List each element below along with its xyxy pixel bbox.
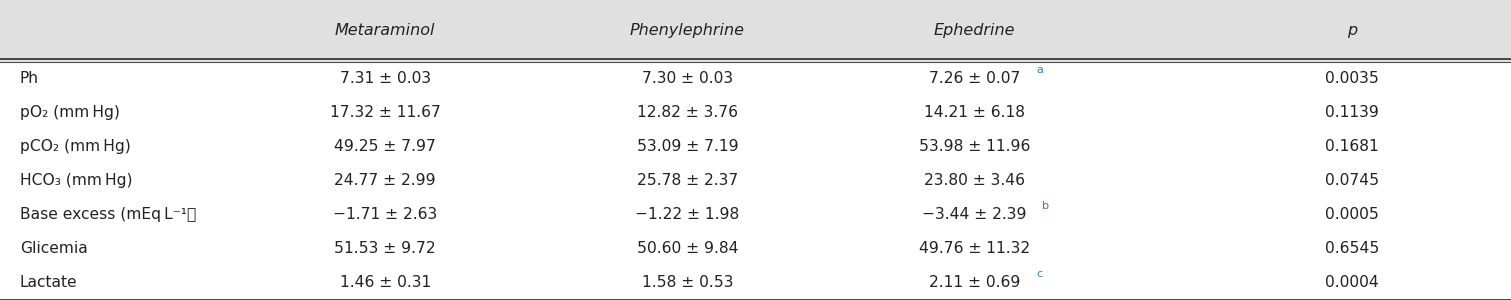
Text: 12.82 ± 3.76: 12.82 ± 3.76: [638, 105, 737, 120]
Text: 23.80 ± 3.46: 23.80 ± 3.46: [925, 173, 1024, 188]
Text: 1.58 ± 0.53: 1.58 ± 0.53: [642, 275, 733, 290]
Text: 0.0035: 0.0035: [1325, 71, 1380, 86]
Text: 2.11 ± 0.69: 2.11 ± 0.69: [929, 275, 1020, 290]
Text: −1.71 ± 2.63: −1.71 ± 2.63: [334, 207, 437, 222]
Text: 7.26 ± 0.07: 7.26 ± 0.07: [929, 71, 1020, 86]
Text: 53.09 ± 7.19: 53.09 ± 7.19: [636, 139, 739, 154]
Text: Glicemia: Glicemia: [20, 242, 88, 256]
Text: HCO₃ (mm Hg): HCO₃ (mm Hg): [20, 173, 131, 188]
Text: p: p: [1348, 23, 1357, 38]
Text: 17.32 ± 11.67: 17.32 ± 11.67: [329, 105, 441, 120]
Bar: [0, 0, 1511, 61]
Text: 0.1139: 0.1139: [1325, 105, 1380, 120]
Text: Metaraminol: Metaraminol: [335, 23, 435, 38]
Text: pO₂ (mm Hg): pO₂ (mm Hg): [20, 105, 119, 120]
Text: Base excess (mEq L⁻¹⧸: Base excess (mEq L⁻¹⧸: [20, 207, 196, 222]
Text: b: b: [1041, 201, 1049, 211]
Text: −1.22 ± 1.98: −1.22 ± 1.98: [636, 207, 739, 222]
Text: 53.98 ± 11.96: 53.98 ± 11.96: [919, 139, 1031, 154]
Text: 49.76 ± 11.32: 49.76 ± 11.32: [919, 242, 1031, 256]
Text: 0.0005: 0.0005: [1325, 207, 1380, 222]
Text: c: c: [1037, 269, 1043, 279]
Text: 50.60 ± 9.84: 50.60 ± 9.84: [636, 242, 739, 256]
Text: 25.78 ± 2.37: 25.78 ± 2.37: [636, 173, 739, 188]
Text: 49.25 ± 7.97: 49.25 ± 7.97: [334, 139, 437, 154]
Text: Ph: Ph: [20, 71, 39, 86]
Text: pCO₂ (mm Hg): pCO₂ (mm Hg): [20, 139, 130, 154]
Text: 24.77 ± 2.99: 24.77 ± 2.99: [334, 173, 437, 188]
Text: 7.30 ± 0.03: 7.30 ± 0.03: [642, 71, 733, 86]
Text: Ephedrine: Ephedrine: [934, 23, 1015, 38]
Text: Phenylephrine: Phenylephrine: [630, 23, 745, 38]
Text: 51.53 ± 9.72: 51.53 ± 9.72: [334, 242, 437, 256]
Text: 0.0745: 0.0745: [1325, 173, 1380, 188]
Text: 0.0004: 0.0004: [1325, 275, 1380, 290]
Text: −3.44 ± 2.39: −3.44 ± 2.39: [922, 207, 1027, 222]
Text: a: a: [1037, 64, 1044, 75]
Text: 14.21 ± 6.18: 14.21 ± 6.18: [925, 105, 1024, 120]
Text: 0.1681: 0.1681: [1325, 139, 1380, 154]
Text: 7.31 ± 0.03: 7.31 ± 0.03: [340, 71, 431, 86]
Text: 0.6545: 0.6545: [1325, 242, 1380, 256]
Text: 1.46 ± 0.31: 1.46 ± 0.31: [340, 275, 431, 290]
Text: Lactate: Lactate: [20, 275, 77, 290]
